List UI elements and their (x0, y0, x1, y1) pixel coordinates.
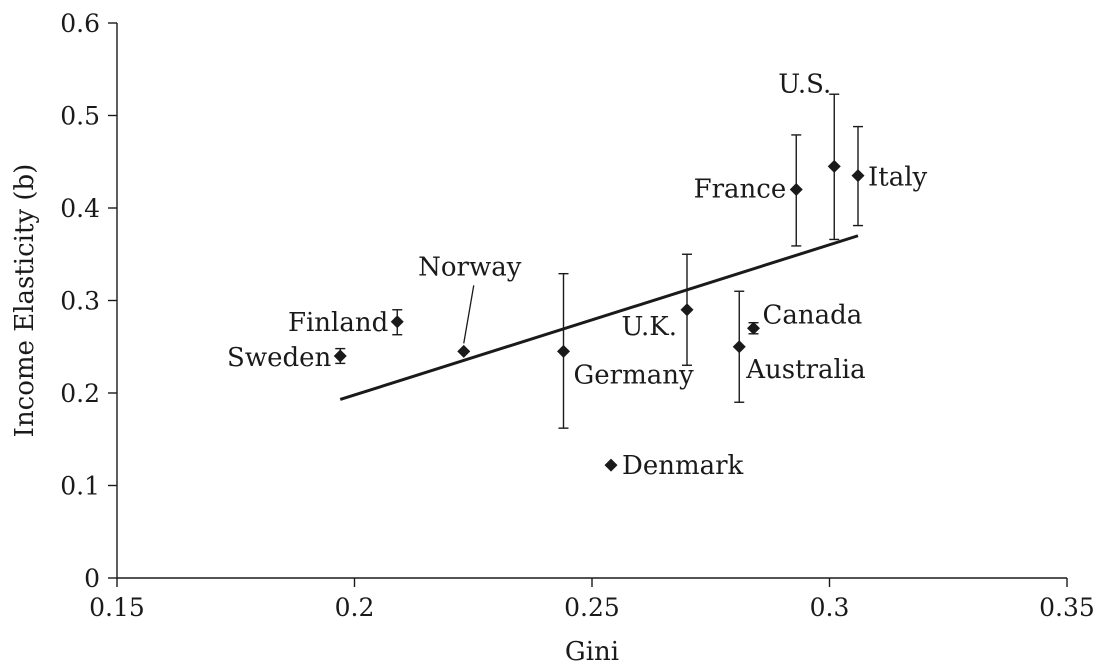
y-tick-label: 0.3 (60, 287, 100, 316)
data-point-france (789, 183, 803, 196)
x-tick-label: 0.25 (564, 593, 620, 622)
label-germany: Germany (574, 360, 694, 390)
data-point-sweden (333, 349, 347, 363)
trendline (339, 234, 859, 401)
data-point-finland (390, 315, 404, 329)
x-tick-label: 0.35 (1039, 593, 1095, 622)
y-tick-label: 0.4 (60, 194, 100, 223)
label-finland: Finland (288, 308, 388, 338)
label-leader-norway (463, 285, 475, 344)
y-tick-label: 0.5 (60, 102, 100, 131)
label-uk: U.K. (622, 312, 677, 342)
x-tick-label: 0.15 (89, 593, 145, 622)
point-labels: Sweden Finland Norway Germany Denmark U.K. Aus… (227, 69, 928, 481)
x-tick-label: 0.3 (810, 593, 850, 622)
trendline-group (339, 234, 859, 401)
y-tick-label: 0.2 (60, 379, 100, 408)
label-france: France (694, 175, 787, 205)
label-norway: Norway (418, 252, 522, 282)
data-point-norway (457, 344, 471, 358)
label-canada: Canada (763, 300, 863, 330)
data-point-germany (557, 344, 570, 358)
label-italy: Italy (868, 163, 928, 193)
markers (333, 159, 865, 472)
y-tick-label: 0.6 (60, 9, 100, 38)
data-point-australia (732, 340, 746, 354)
axes: 0 0.1 0.2 0.3 0.4 0.5 0.6 0.15 0.2 0.25 0.3 0.35 (60, 9, 1095, 622)
data-point-uk (680, 303, 694, 317)
label-sweden: Sweden (227, 343, 331, 373)
y-axis-title: Income Elasticity (b) (10, 164, 40, 438)
data-point-italy (851, 169, 865, 183)
label-us: U.S. (778, 69, 831, 99)
x-tick-label: 0.2 (335, 593, 375, 622)
label-australia: Australia (745, 355, 865, 385)
label-denmark: Denmark (622, 451, 744, 481)
data-point-denmark (604, 458, 618, 472)
data-point-us (827, 159, 841, 173)
data-point-canada (747, 321, 760, 335)
y-tick-label: 0 (84, 564, 100, 593)
y-tick-label: 0.1 (60, 472, 100, 501)
x-axis-title: Gini (565, 637, 619, 666)
